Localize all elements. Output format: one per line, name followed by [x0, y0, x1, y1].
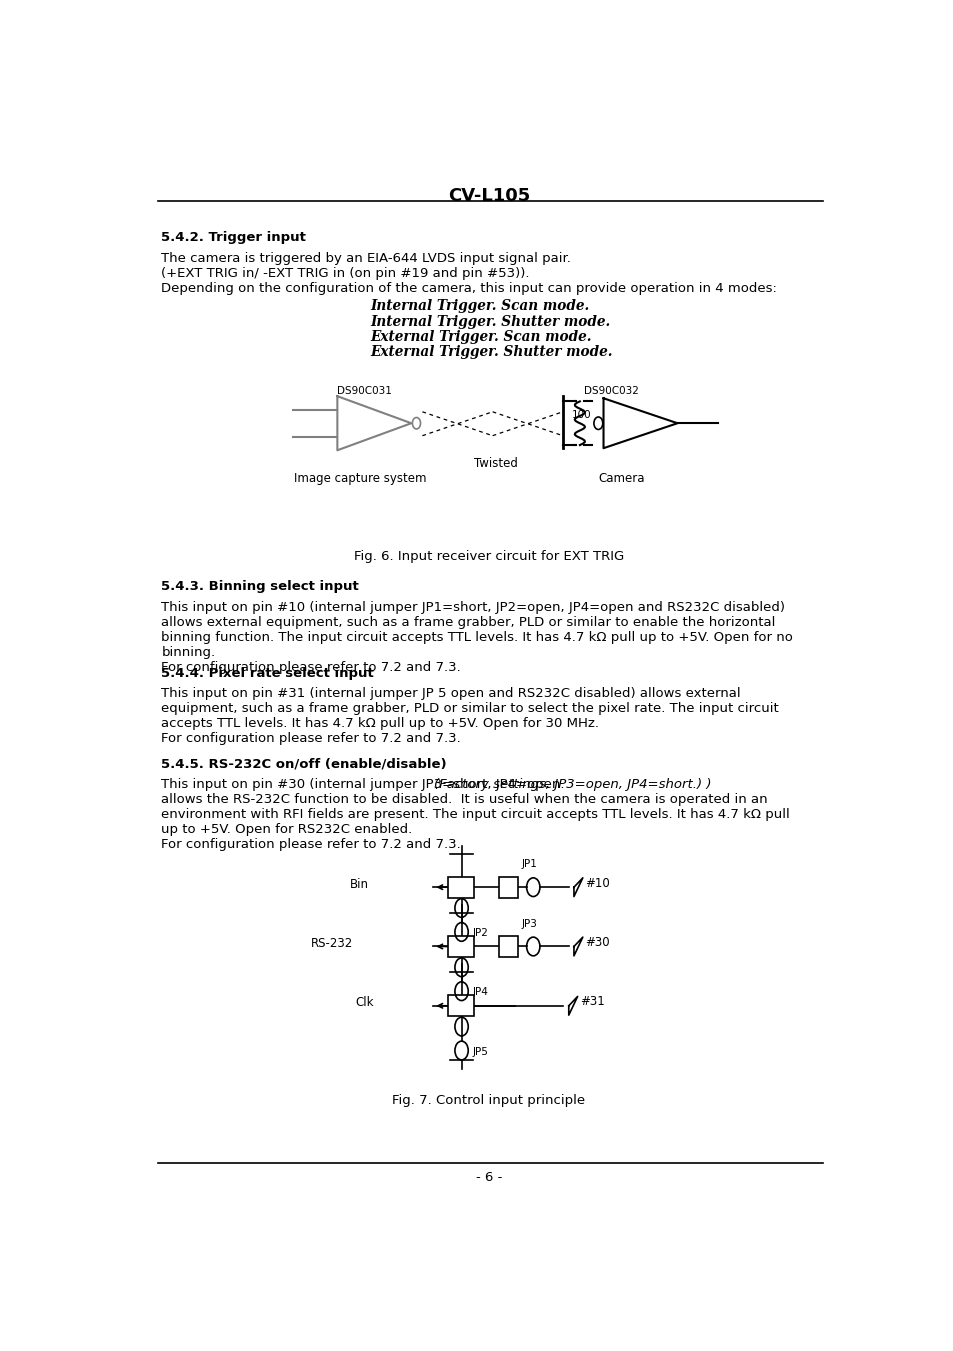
Text: binning.: binning. — [161, 646, 215, 659]
Text: binning function. The input circuit accepts TTL levels. It has 4.7 kΩ pull up to: binning function. The input circuit acce… — [161, 631, 793, 644]
Text: For configuration please refer to 7.2 and 7.3.: For configuration please refer to 7.2 an… — [161, 662, 460, 674]
Text: 5.4.4. Pixel rate select input: 5.4.4. Pixel rate select input — [161, 666, 374, 680]
Text: (+EXT TRIG in/ -EXT TRIG in (on pin #19 and pin #53)).: (+EXT TRIG in/ -EXT TRIG in (on pin #19 … — [161, 267, 529, 280]
Bar — [498, 877, 518, 897]
Text: JP5: JP5 — [472, 1047, 488, 1056]
Text: Internal Trigger. Scan mode.: Internal Trigger. Scan mode. — [370, 300, 589, 313]
Text: #30: #30 — [584, 936, 609, 948]
Text: JP4: JP4 — [472, 988, 488, 997]
Text: 5.4.5. RS-232C on/off (enable/disable): 5.4.5. RS-232C on/off (enable/disable) — [161, 758, 447, 770]
Text: - 6 -: - 6 - — [476, 1171, 501, 1185]
Text: 100: 100 — [571, 409, 591, 420]
Text: External Trigger. Shutter mode.: External Trigger. Shutter mode. — [370, 345, 613, 358]
Text: CV-L105: CV-L105 — [447, 186, 530, 205]
Text: Fig. 7. Control input principle: Fig. 7. Control input principle — [392, 1094, 585, 1106]
Text: Depending on the configuration of the camera, this input can provide operation i: Depending on the configuration of the ca… — [161, 282, 777, 296]
Text: 5.4.3. Binning select input: 5.4.3. Binning select input — [161, 581, 358, 593]
Text: This input on pin #30 (internal jumper JP3=short, JP4=open.: This input on pin #30 (internal jumper J… — [161, 778, 569, 790]
Text: For configuration please refer to 7.2 and 7.3.: For configuration please refer to 7.2 an… — [161, 732, 460, 746]
Text: Twisted: Twisted — [474, 457, 517, 470]
Text: RS-232: RS-232 — [311, 936, 353, 950]
Text: The camera is triggered by an EIA-644 LVDS input signal pair.: The camera is triggered by an EIA-644 LV… — [161, 253, 571, 265]
Text: equipment, such as a frame grabber, PLD or similar to select the pixel rate. The: equipment, such as a frame grabber, PLD … — [161, 703, 779, 715]
Text: JP1: JP1 — [521, 859, 537, 869]
Text: allows the RS-232C function to be disabled.  It is useful when the camera is ope: allows the RS-232C function to be disabl… — [161, 793, 767, 807]
Text: #10: #10 — [584, 877, 609, 889]
Text: DS90C032: DS90C032 — [583, 386, 638, 396]
Text: (Factory settings, JP3=open, JP4=short.) ): (Factory settings, JP3=open, JP4=short.)… — [434, 778, 711, 790]
Text: environment with RFI fields are present. The input circuit accepts TTL levels. I: environment with RFI fields are present.… — [161, 808, 789, 821]
Text: Clk: Clk — [355, 996, 374, 1009]
Text: JP3: JP3 — [521, 919, 537, 928]
Bar — [498, 936, 518, 957]
Text: Camera: Camera — [598, 471, 644, 485]
Text: up to +5V. Open for RS232C enabled.: up to +5V. Open for RS232C enabled. — [161, 823, 413, 836]
Text: Fig. 6. Input receiver circuit for EXT TRIG: Fig. 6. Input receiver circuit for EXT T… — [354, 550, 623, 562]
Bar — [448, 877, 474, 897]
Bar — [448, 936, 474, 957]
Text: This input on pin #31 (internal jumper JP 5 open and RS232C disabled) allows ext: This input on pin #31 (internal jumper J… — [161, 686, 740, 700]
Text: For configuration please refer to 7.2 and 7.3.: For configuration please refer to 7.2 an… — [161, 838, 460, 851]
Text: Internal Trigger. Shutter mode.: Internal Trigger. Shutter mode. — [370, 315, 610, 328]
Text: Bin: Bin — [350, 878, 369, 890]
Text: External Trigger. Scan mode.: External Trigger. Scan mode. — [370, 330, 592, 343]
Text: DS90C031: DS90C031 — [337, 386, 392, 396]
Bar — [448, 996, 474, 1016]
Text: 5.4.2. Trigger input: 5.4.2. Trigger input — [161, 231, 306, 245]
Text: This input on pin #10 (internal jumper JP1=short, JP2=open, JP4=open and RS232C : This input on pin #10 (internal jumper J… — [161, 601, 784, 615]
Text: Image capture system: Image capture system — [294, 471, 427, 485]
Text: allows external equipment, such as a frame grabber, PLD or similar to enable the: allows external equipment, such as a fra… — [161, 616, 775, 630]
Text: #31: #31 — [579, 996, 604, 1008]
Text: accepts TTL levels. It has 4.7 kΩ pull up to +5V. Open for 30 MHz.: accepts TTL levels. It has 4.7 kΩ pull u… — [161, 717, 598, 730]
Text: JP2: JP2 — [472, 928, 488, 938]
